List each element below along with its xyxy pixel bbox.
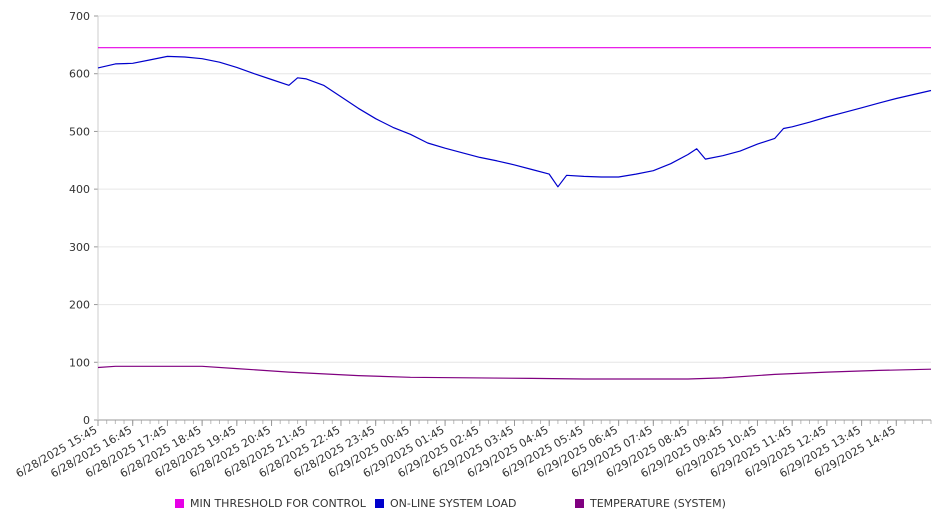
x-axis-ticks: 6/28/2025 15:456/28/2025 16:456/28/2025 …	[14, 420, 932, 480]
series-system-load-line	[97, 55, 932, 188]
y-tick-label: 400	[69, 183, 90, 196]
legend-swatch-system-load	[375, 499, 384, 508]
legend-swatch-temperature	[575, 499, 584, 508]
y-tick-label: 600	[69, 68, 90, 81]
legend: MIN THRESHOLD FOR CONTROL ON-LINE SYSTEM…	[0, 497, 946, 515]
y-axis-ticks: 0 100 200 300 400 500 600 700	[69, 10, 98, 427]
legend-label-system-load: ON-LINE SYSTEM LOAD	[390, 497, 517, 510]
legend-label-min-threshold: MIN THRESHOLD FOR CONTROL	[190, 497, 366, 510]
y-tick-label: 200	[69, 299, 90, 312]
legend-item-min-threshold[interactable]: MIN THRESHOLD FOR CONTROL	[175, 497, 366, 510]
y-tick-label: 100	[69, 356, 90, 369]
grid-lines	[98, 15, 931, 363]
legend-label-temperature: TEMPERATURE (SYSTEM)	[590, 497, 726, 510]
y-tick-label: 300	[69, 241, 90, 254]
y-tick-label: 500	[69, 125, 90, 138]
series-temperature-line	[97, 365, 932, 380]
legend-item-temperature[interactable]: TEMPERATURE (SYSTEM)	[575, 497, 726, 510]
y-tick-label: 700	[69, 10, 90, 23]
legend-item-system-load[interactable]: ON-LINE SYSTEM LOAD	[375, 497, 516, 510]
legend-swatch-min-threshold	[175, 499, 184, 508]
series-lines	[97, 47, 932, 380]
y-tick-label: 0	[83, 414, 90, 427]
